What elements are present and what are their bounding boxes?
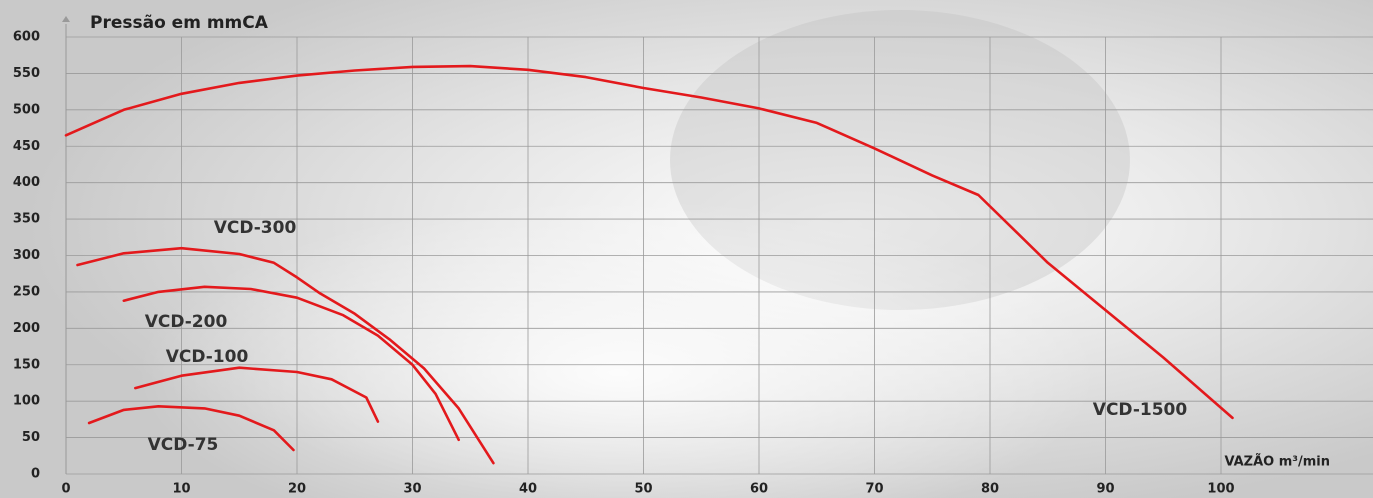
x-tick-label: 20 bbox=[288, 482, 306, 497]
y-tick-label: 50 bbox=[22, 430, 40, 445]
y-axis-title: Pressão em mmCA bbox=[90, 13, 269, 33]
y-tick-label: 550 bbox=[13, 66, 40, 81]
y-tick-label: 300 bbox=[13, 248, 40, 263]
y-tick-label: 450 bbox=[13, 139, 40, 154]
curve bbox=[122, 285, 460, 442]
x-tick-label: 40 bbox=[519, 482, 537, 497]
x-tick-label: 70 bbox=[865, 482, 883, 497]
x-tick-label: 80 bbox=[981, 482, 999, 497]
y-tick-label: 200 bbox=[13, 321, 40, 336]
curve bbox=[76, 246, 495, 465]
x-axis-title: VAZÃO m³/min bbox=[1224, 454, 1330, 470]
y-tick-label: 600 bbox=[13, 30, 40, 45]
x-tick-label: 10 bbox=[172, 482, 190, 497]
curve-label: VCD-200 bbox=[145, 312, 228, 332]
curve bbox=[134, 366, 380, 423]
curve bbox=[87, 405, 295, 452]
lines: VCD-1500 VCD-300 VCD-200 VCD-100 VCD-75 bbox=[64, 64, 1234, 465]
grid bbox=[65, 36, 1373, 475]
x-tick-label: 100 bbox=[1207, 482, 1234, 497]
ticks: 0 50 100 150 200 250 300 350 400 450 500 550 600 0 10 2… bbox=[13, 30, 1235, 497]
x-tick-label: 90 bbox=[1096, 482, 1114, 497]
x-tick-label: 0 bbox=[61, 482, 70, 497]
y-axis-arrow bbox=[62, 16, 70, 22]
y-tick-label: 250 bbox=[13, 284, 40, 299]
y-tick-label: 0 bbox=[31, 467, 40, 482]
x-tick-label: 50 bbox=[634, 482, 652, 497]
curve bbox=[64, 64, 1234, 420]
y-tick-label: 100 bbox=[13, 394, 40, 409]
x-tick-label: 30 bbox=[403, 482, 421, 497]
curve-label: VCD-300 bbox=[214, 218, 297, 238]
y-tick-label: 500 bbox=[13, 102, 40, 117]
curve-label: VCD-75 bbox=[148, 435, 219, 455]
y-tick-label: 350 bbox=[13, 212, 40, 227]
curve-label: VCD-1500 bbox=[1093, 400, 1188, 420]
x-tick-label: 60 bbox=[750, 482, 768, 497]
y-tick-label: 150 bbox=[13, 357, 40, 372]
curve-label: VCD-100 bbox=[166, 347, 249, 367]
y-tick-label: 400 bbox=[13, 175, 40, 190]
